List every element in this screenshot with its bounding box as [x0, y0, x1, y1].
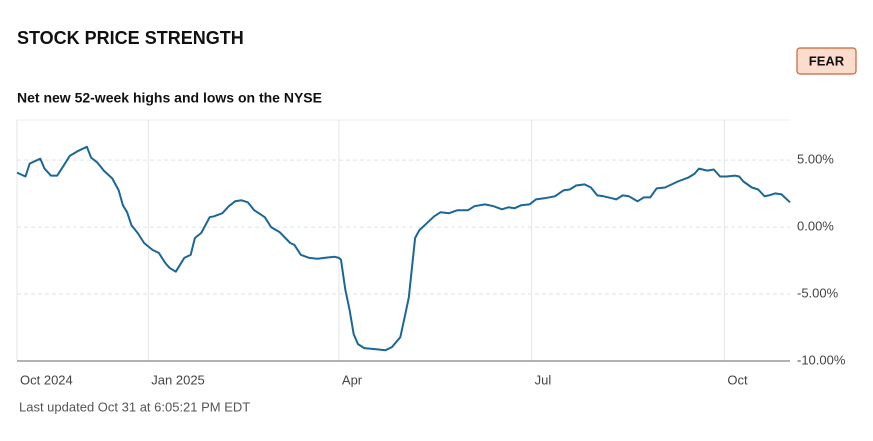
line-series: [16, 145, 791, 352]
x-tick-label: Oct 2024: [20, 372, 73, 387]
chart-title: STOCK PRICE STRENGTH: [17, 28, 244, 48]
x-tick-label: Oct: [727, 372, 748, 387]
x-tick-label: Jul: [535, 372, 552, 387]
y-tick-label: 5.00%: [797, 152, 834, 167]
y-tick-label: -10.00%: [797, 352, 846, 367]
badge-box: [796, 47, 857, 75]
footnote: Last updated Oct 31 at 6:05:21 PM EDT: [19, 399, 250, 414]
chart-subtitle: Net new 52-week highs and lows on the NY…: [17, 90, 322, 106]
x-tick-label: Jan 2025: [151, 372, 205, 387]
y-tick-label: 0.00%: [797, 219, 834, 234]
x-tick-label: Apr: [342, 372, 363, 387]
badge-label: FEAR: [809, 53, 845, 68]
y-tick-label: -5.00%: [797, 285, 839, 300]
